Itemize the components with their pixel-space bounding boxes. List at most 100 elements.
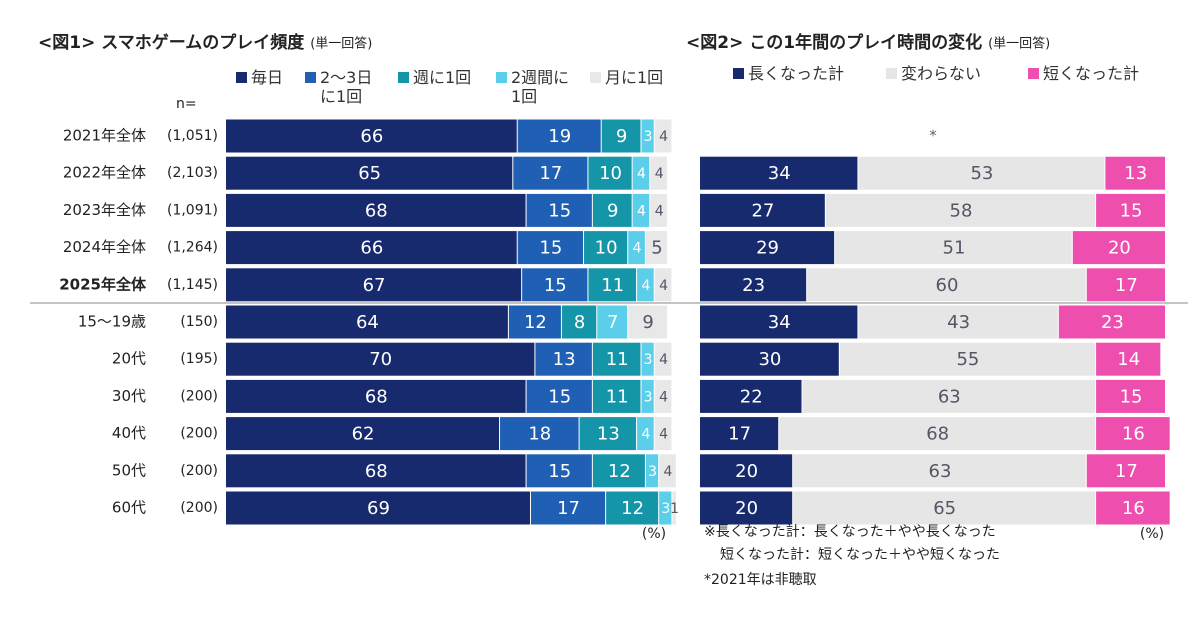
legend-label: 2～3日に1回: [320, 68, 373, 106]
value-label: 66: [360, 126, 383, 147]
bar-segment: [226, 417, 500, 451]
n-header: n=: [176, 96, 197, 112]
bar-segment: [641, 379, 654, 413]
bar-segment: [517, 119, 601, 153]
value-label: 12: [608, 461, 631, 482]
value-label: 34: [768, 312, 791, 333]
value-label: 15: [544, 275, 567, 296]
value-label: 3: [644, 129, 653, 145]
footnote: *2021年は非聴取: [704, 572, 817, 588]
bar-segment: [858, 305, 1058, 339]
value-label: 12: [524, 312, 547, 333]
bar-segment: [700, 193, 825, 227]
value-label: 63: [929, 461, 952, 482]
sample-size: (1,145): [167, 277, 218, 293]
bar-segment: [226, 193, 526, 227]
bar-segment: [517, 231, 584, 265]
value-label: 4: [659, 129, 668, 145]
value-label: 30: [758, 349, 781, 370]
value-label: 3: [644, 389, 653, 405]
value-label: 13: [1124, 163, 1147, 184]
bar-segment: [592, 342, 641, 376]
value-label: 62: [352, 424, 375, 445]
value-label: 4: [637, 166, 646, 182]
bar-segment: [592, 193, 632, 227]
value-label: 63: [938, 386, 961, 407]
legend-label: 変わらない: [901, 64, 982, 83]
legend-swatch: [590, 72, 601, 83]
value-label: 4: [655, 203, 664, 219]
sample-size: (195): [180, 351, 218, 367]
value-label: 67: [363, 275, 386, 296]
bar-segment: [641, 342, 654, 376]
bar-segment: [700, 268, 807, 302]
value-label: 69: [367, 498, 390, 519]
category-label: 20代: [112, 350, 146, 368]
legend-swatch: [1028, 68, 1039, 79]
legend-item: 週に1回: [398, 68, 488, 87]
value-label: 4: [655, 166, 664, 182]
value-label: 64: [356, 312, 379, 333]
value-label: 3: [644, 352, 653, 368]
value-label: 4: [633, 241, 642, 257]
bar-segment: [637, 268, 654, 302]
sample-size: (1,264): [167, 240, 218, 256]
legend-label: 月に1回: [605, 68, 664, 87]
bar-segment: [779, 417, 1096, 451]
legend-label: 毎日: [251, 68, 284, 87]
bar-segment: [637, 417, 654, 451]
value-label: 51: [943, 238, 966, 259]
category-label: 2025年全体: [59, 275, 147, 293]
value-label: 4: [659, 352, 668, 368]
value-label: 7: [607, 312, 618, 333]
category-label: 30代: [112, 387, 146, 405]
bar-segment: [561, 305, 597, 339]
category-label: 2024年全体: [63, 238, 146, 256]
value-label: 68: [926, 424, 949, 445]
bar-segment: [700, 379, 802, 413]
bar-segment: [584, 231, 628, 265]
bar-segment: [650, 193, 667, 227]
bar-segment: [597, 305, 628, 339]
value-label: 15: [1120, 386, 1143, 407]
value-label: 8: [574, 312, 585, 333]
bar-segment: [513, 156, 588, 190]
value-label: 20: [1108, 238, 1131, 259]
value-label: 4: [641, 278, 650, 294]
bar-segment: [526, 193, 592, 227]
bar-segment: [700, 156, 858, 190]
value-label: 18: [528, 424, 551, 445]
bar-segment: [700, 454, 793, 488]
value-label: 70: [369, 349, 392, 370]
category-label: 50代: [112, 461, 146, 479]
value-label: 43: [947, 312, 970, 333]
legend-label: 長くなった計: [748, 64, 845, 83]
bar-segment: [659, 491, 672, 525]
bar-segment: [628, 305, 667, 339]
bar-segment: [1058, 305, 1165, 339]
value-label: 10: [595, 238, 618, 259]
bar-segment: [700, 231, 835, 265]
bar-segment: [793, 491, 1096, 525]
legend-swatch: [305, 72, 316, 83]
legend-swatch: [886, 68, 897, 79]
bar-segment: [606, 491, 659, 525]
value-label: 66: [360, 238, 383, 259]
sample-size: (1,091): [167, 202, 218, 218]
bar-segment: [1096, 342, 1161, 376]
value-label: 17: [1115, 275, 1138, 296]
sample-size: (200): [180, 388, 218, 404]
legend-label: 2週間に1回: [511, 68, 570, 106]
bar-segment: [526, 379, 592, 413]
value-label: 55: [956, 349, 979, 370]
category-label: 60代: [112, 499, 146, 517]
value-label: 4: [659, 389, 668, 405]
bar-segment: [226, 156, 513, 190]
sample-size: (150): [180, 314, 218, 330]
bar-segment: [592, 379, 641, 413]
bar-segment: [858, 156, 1105, 190]
value-label: 20: [735, 498, 758, 519]
bar-segment: [588, 268, 637, 302]
